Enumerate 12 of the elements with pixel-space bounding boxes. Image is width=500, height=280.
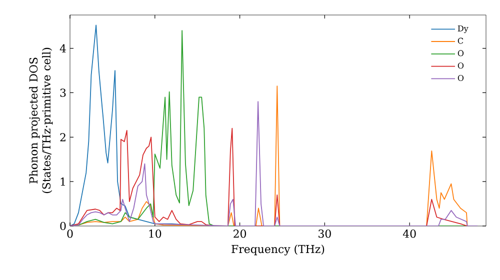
x-axis-title: Frequency (THz) <box>232 244 324 256</box>
y-tick-label: 2 <box>60 133 66 142</box>
x-tick-label: 20 <box>234 230 246 238</box>
y-tick-label: 0 <box>60 222 66 230</box>
x-tick-label: 30 <box>318 230 331 238</box>
x-tick-label: 10 <box>149 230 162 238</box>
y-tick-label: 1 <box>60 178 65 186</box>
x-tick-label: 0 <box>67 230 73 238</box>
y-tick-label: 4 <box>60 44 66 52</box>
x-tick-label: 40 <box>402 230 416 238</box>
y-axis-title: Phonon projected DOS (States/THz·primitive cell) <box>29 48 53 194</box>
y-tick-label: 3 <box>60 88 66 97</box>
